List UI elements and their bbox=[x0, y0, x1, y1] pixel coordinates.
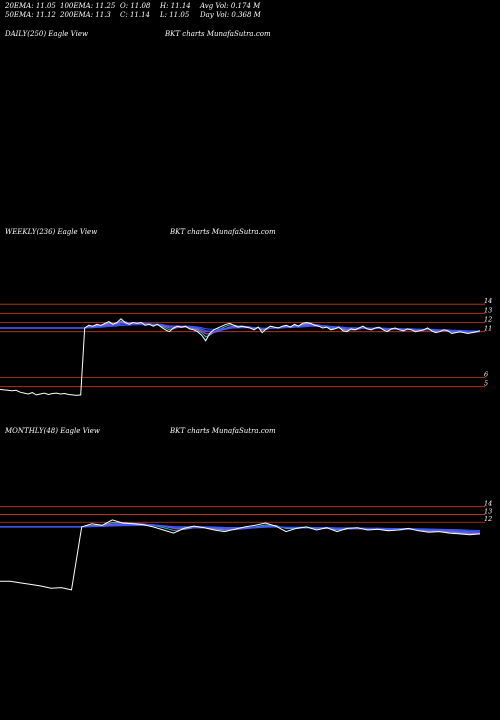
weekly-ema-line bbox=[0, 324, 480, 332]
monthly-ema-line bbox=[0, 524, 481, 531]
avg-vol-label: Avg Vol: 0.174 M bbox=[200, 2, 261, 10]
weekly-tick-label: 5 bbox=[484, 380, 488, 388]
monthly-tick-label: 12 bbox=[484, 515, 492, 523]
close-label: C: 11.14 bbox=[120, 11, 150, 19]
low-label: L: 11.05 bbox=[160, 11, 190, 19]
daily-panel-title: DAILY(250) Eagle View bbox=[5, 30, 88, 38]
monthly-tick-label: 13 bbox=[484, 507, 492, 515]
weekly-tick-label: 14 bbox=[484, 297, 492, 305]
weekly-tick-label: 6 bbox=[484, 371, 488, 379]
weekly-panel-watermark: BKT charts MunafaSutra.com bbox=[170, 228, 276, 236]
open-label: O: 11.08 bbox=[120, 2, 151, 10]
monthly-price-line bbox=[0, 519, 481, 591]
day-vol-label: Day Vol: 0.368 M bbox=[200, 11, 261, 19]
weekly-tick-label: 13 bbox=[484, 306, 492, 314]
high-label: H: 11.14 bbox=[160, 2, 191, 10]
ema200-label: 200EMA: 11.3 bbox=[60, 11, 111, 19]
ema50-label: 50EMA: 11.12 bbox=[5, 11, 56, 19]
daily-panel-watermark: BKT charts MunafaSutra.com bbox=[165, 30, 271, 38]
monthly-panel-watermark: BKT charts MunafaSutra.com bbox=[170, 427, 276, 435]
weekly-tick-label: 11 bbox=[484, 325, 492, 333]
ema20-label: 20EMA: 11.05 bbox=[5, 2, 56, 10]
weekly-price-line bbox=[0, 318, 481, 396]
weekly-tick-label: 12 bbox=[484, 316, 492, 324]
ema100-label: 100EMA: 11.25 bbox=[60, 2, 116, 10]
monthly-tick-label: 14 bbox=[484, 500, 492, 508]
monthly-panel-title: MONTHLY(48) Eagle View bbox=[5, 427, 100, 435]
weekly-panel-title: WEEKLY(236) Eagle View bbox=[5, 228, 98, 236]
